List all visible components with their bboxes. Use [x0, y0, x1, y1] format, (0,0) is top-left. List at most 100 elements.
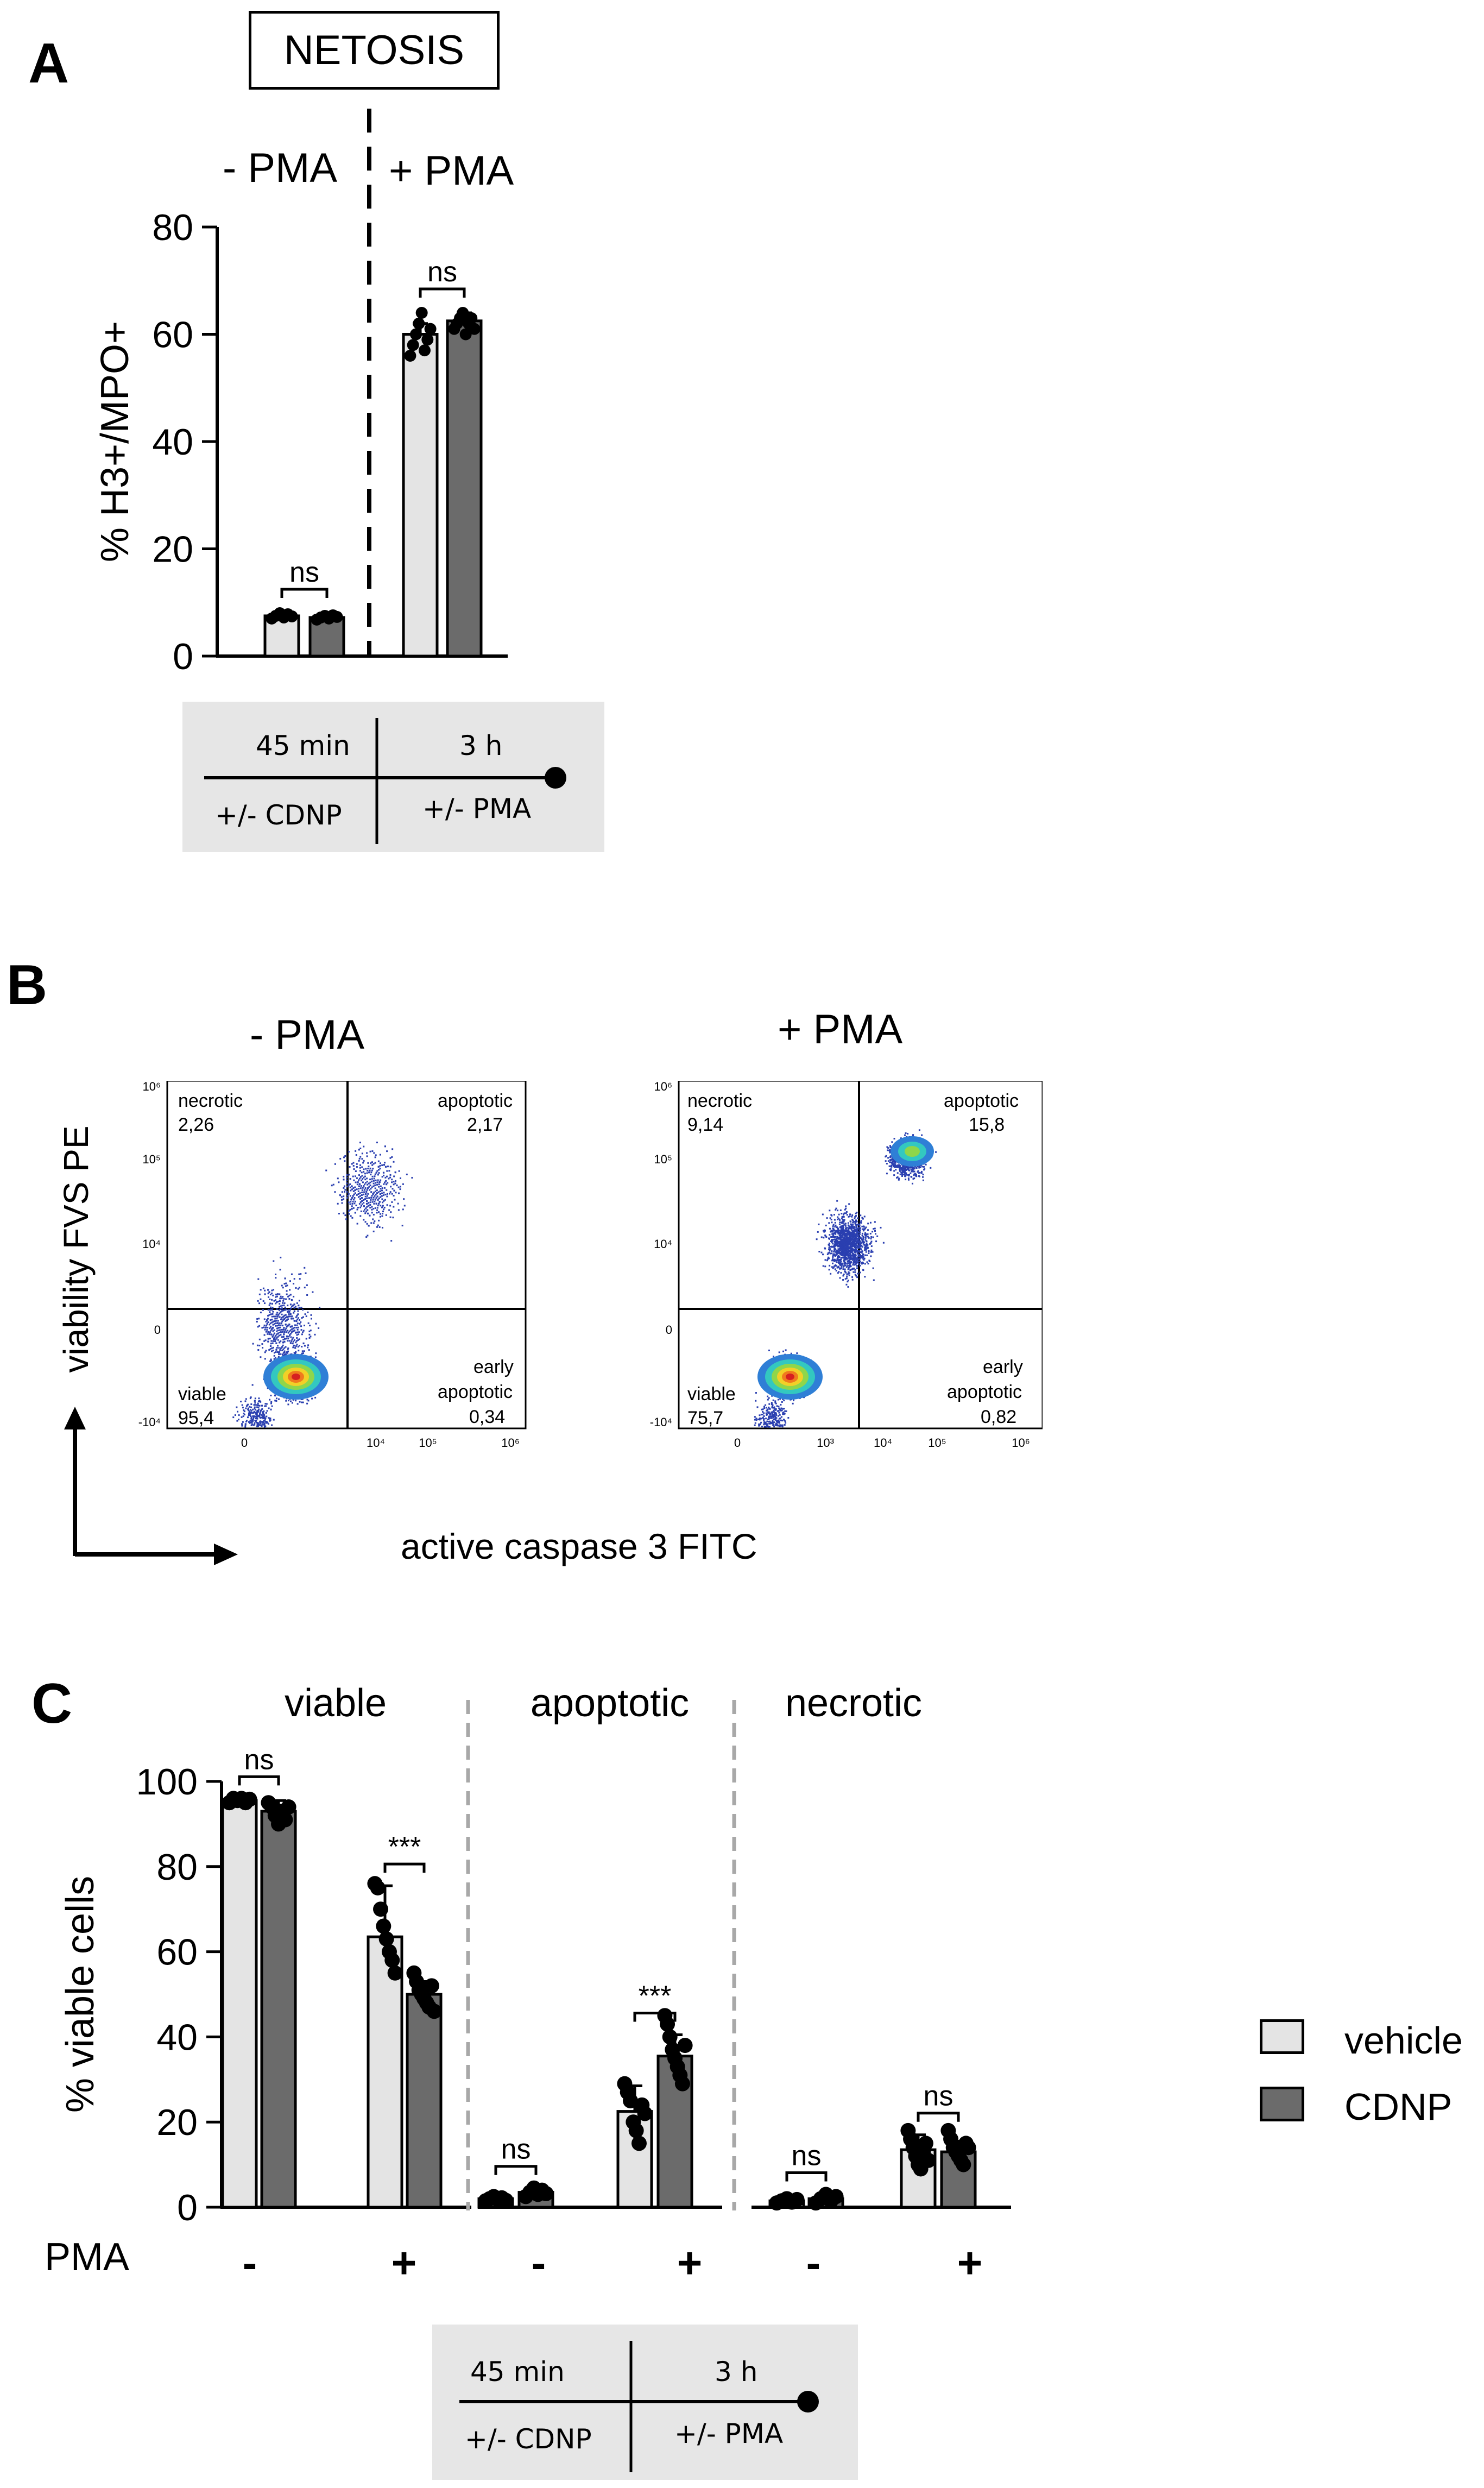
y-tick-label: 0 [173, 636, 193, 677]
flow-plot-minus-pma-canvas: 10⁶ 10⁵ 10⁴ 0 -10⁴ 0 10⁴ 10⁵ 10⁶ [138, 1081, 527, 1450]
netosis-header-box: NETOSIS [249, 11, 500, 90]
pma-sign: + [391, 2239, 417, 2287]
flow-plot-plus-pma-canvas: 10⁶ 10⁵ 10⁴ 0 -10⁴ 0 10³ 10⁴ 10⁵ 10⁶ [650, 1081, 1043, 1450]
x-tick-label: 10⁶ [501, 1436, 520, 1450]
y-tick-label: 80 [156, 1847, 198, 1888]
y-tick-label: 10⁵ [654, 1152, 672, 1166]
point-vehicle [920, 2152, 936, 2168]
x-tick-label: 10⁴ [367, 1436, 385, 1450]
y-tick-label: 10⁵ [142, 1152, 161, 1166]
q-apoptotic-label: apoptotic [438, 1091, 513, 1111]
significance-label: ns [289, 557, 319, 588]
significance-label: *** [639, 1980, 672, 2012]
point-vehicle [370, 1880, 386, 1895]
point-vehicle [623, 2093, 639, 2108]
point-cdnp [677, 2038, 693, 2054]
point-cdnp [674, 2076, 690, 2092]
y-axis-title: % viable cells [59, 1876, 102, 2113]
timeline-a: 45 min 3 h +/- CDNP +/- PMA [182, 702, 604, 852]
point-vehicle [631, 2136, 647, 2151]
legend-label-cdnp: CDNP [1344, 2086, 1453, 2128]
q-necrotic-label: necrotic [178, 1091, 243, 1111]
point-vehicle [378, 1931, 394, 1947]
panel-letter-b: B [7, 954, 48, 1017]
point-vehicle [415, 307, 428, 319]
point-cdnp [662, 2029, 678, 2045]
legend: vehicle CDNP [1260, 2019, 1477, 2161]
point-vehicle [387, 1965, 403, 1981]
pma-sign: + [677, 2239, 703, 2287]
x-tick-label: 10³ [817, 1436, 834, 1450]
y-tick-label: 60 [152, 314, 193, 356]
significance-label: ns [427, 256, 457, 288]
significance-label: *** [388, 1831, 421, 1863]
point-cdnp [961, 2140, 976, 2156]
point-cdnp [468, 323, 481, 335]
flow-plus-pma-title: + PMA [778, 1006, 903, 1053]
x-tick-label: 0 [241, 1436, 248, 1450]
pma-row-label: PMA [45, 2235, 130, 2279]
point-cdnp [281, 1799, 296, 1815]
timeline-c-treat2: +/- PMA [674, 2418, 784, 2449]
q-necrotic-value: 2,26 [178, 1114, 214, 1135]
timeline-c-lines [459, 2341, 819, 2472]
legend-swatch-cdnp [1260, 2087, 1304, 2121]
bar-vehicle [221, 1799, 258, 2209]
point-cdnp [465, 312, 478, 324]
significance-label-bracket [238, 1775, 280, 1786]
point-cdnp [660, 2016, 675, 2032]
group-title: necrotic [785, 1681, 922, 1725]
point-vehicle [286, 610, 298, 622]
point-cdnp [459, 328, 472, 341]
x-tick-label: 10⁶ [1012, 1436, 1030, 1450]
density-contour [786, 1374, 794, 1380]
q-early-label: early [473, 1357, 514, 1377]
point-cdnp [426, 2004, 442, 2019]
minus-pma-label: - PMA [223, 145, 338, 191]
significance-label-bracket [280, 588, 329, 598]
q-early-value: 0,34 [469, 1407, 506, 1427]
q-viable-value: 75,7 [687, 1408, 724, 1428]
q-early-label2: apoptotic [947, 1382, 1022, 1402]
y-tick-label: 20 [156, 2102, 198, 2143]
viability-bar-chart: 0 20 40 60 80 100 % viable cells viable apoptoti… [59, 1681, 1011, 2287]
point-vehicle [637, 2106, 653, 2121]
pma-sign: + [957, 2239, 983, 2287]
plot-frame [678, 1081, 1043, 1429]
bar-cdnp [406, 1993, 443, 2209]
timeline-a-lines [204, 718, 566, 844]
significance-label-bracket [633, 2011, 677, 2022]
timeline-a-treat2: +/- PMA [422, 793, 532, 824]
timeline-c-t2: 3 h [715, 2356, 758, 2388]
q-viable-label: viable [687, 1384, 736, 1404]
point-vehicle [424, 323, 437, 335]
significance-label-bracket [785, 2171, 828, 2182]
timeline-a-t2: 3 h [459, 730, 503, 761]
y-tick-label: 40 [152, 421, 193, 463]
q-early-value: 0,82 [981, 1407, 1017, 1427]
y-tick-label: 40 [156, 2017, 198, 2058]
timeline-c: 45 min 3 h +/- CDNP +/- PMA [432, 2325, 858, 2480]
point-cdnp [828, 2189, 844, 2204]
x-tick-label: 10⁵ [928, 1436, 946, 1450]
pma-sign: - [243, 2239, 257, 2287]
bar-vehicle [402, 333, 439, 658]
q-necrotic-label: necrotic [687, 1091, 753, 1111]
q-necrotic-value: 9,14 [687, 1114, 724, 1135]
q-apoptotic-value: 2,17 [467, 1114, 503, 1135]
q-viable-value: 95,4 [178, 1408, 214, 1428]
point-cdnp [424, 1978, 439, 1994]
point-vehicle [384, 1952, 400, 1968]
y-tick-label: -10⁴ [138, 1415, 161, 1429]
x-tick-label: 10⁴ [874, 1436, 892, 1450]
density-contour [905, 1146, 920, 1157]
point-cdnp [538, 2185, 554, 2201]
legend-swatch-vehicle [1260, 2019, 1304, 2054]
point-vehicle [628, 2122, 644, 2138]
significance-label: ns [924, 2081, 953, 2112]
timeline-c-treat1: +/- CDNP [465, 2423, 592, 2455]
bar-cdnp [446, 319, 483, 658]
y-tick-label: 0 [666, 1323, 672, 1337]
group-title: viable [285, 1681, 387, 1725]
point-vehicle [498, 2193, 514, 2208]
